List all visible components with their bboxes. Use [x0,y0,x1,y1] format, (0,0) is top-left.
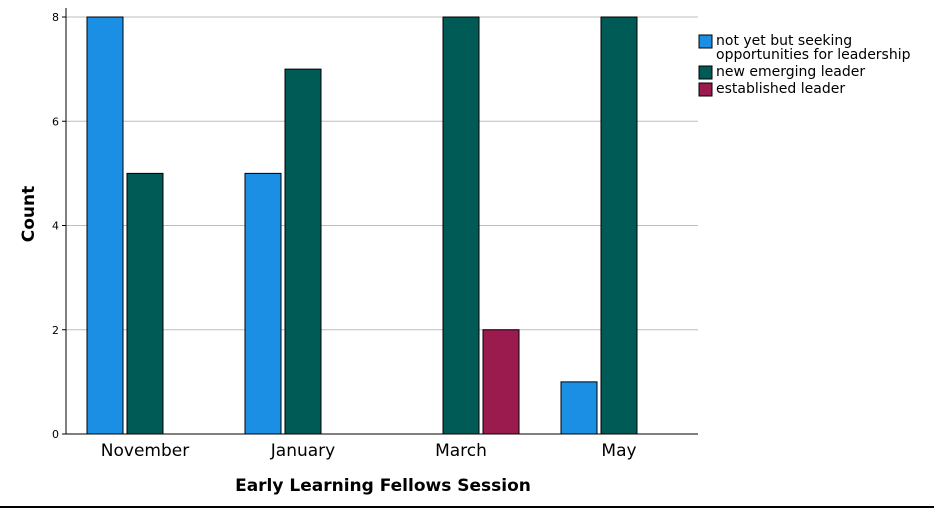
bar-march-series-2 [442,16,480,435]
legend-label: opportunities for leadership [716,47,911,63]
x-tick-label: November [101,441,189,461]
legend-swatch [698,82,713,97]
legend-swatch [698,34,713,49]
axis-labels: 0 2 4 6 8 November January March May [52,11,637,461]
y-tick-label: 4 [52,220,59,233]
bar-may-series-2 [600,16,638,435]
legend-label: established leader [716,81,845,97]
y-tick-label: 2 [52,324,59,337]
y-tick-label: 8 [52,11,59,24]
y-axis-title: Count [19,186,39,243]
legend-label: new emerging leader [716,64,865,80]
y-tick-label: 0 [52,428,59,441]
bars [86,16,638,435]
axes [65,8,698,435]
x-tick-label: January [270,441,335,461]
bar-january-series-2 [284,68,322,435]
y-tick-label: 6 [52,115,59,128]
bar-november-series-2 [126,172,164,435]
x-tick-label: March [435,441,487,461]
bar-may-series-1 [560,381,598,435]
bar-march-series-3 [482,329,520,435]
bar-november-series-1 [86,16,124,435]
x-axis-title: Early Learning Fellows Session [235,476,531,496]
legend-label: not yet but seeking [716,33,852,49]
gridlines [62,16,698,435]
x-tick-label: May [601,441,636,461]
legend-swatch [698,65,713,80]
bar-january-series-1 [244,172,282,435]
